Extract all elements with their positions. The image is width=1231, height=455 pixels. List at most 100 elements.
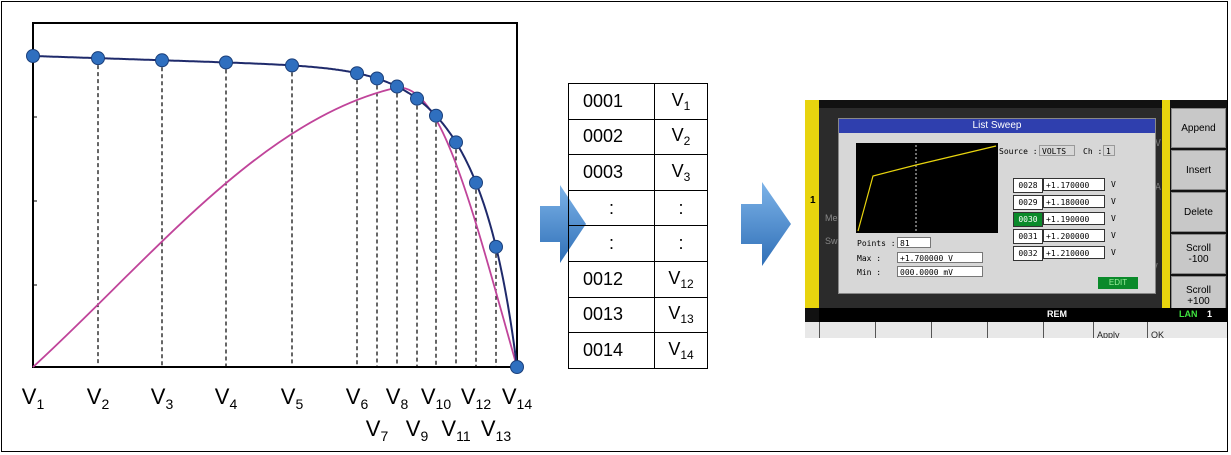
sweep-voltage-cell: V1 [654,83,708,120]
bg-sw-text: Sw [825,236,838,246]
sample-marker [429,108,443,123]
voltage-label: V3 [150,384,174,412]
table-row: 0002 V2 [568,118,708,156]
list-index[interactable]: 0028 [1013,178,1043,193]
voltage-label: V8 [385,384,409,412]
softkey-blank-4[interactable] [1043,322,1093,338]
voltage-label: V13 [480,416,512,444]
table-row: :: [568,189,708,227]
list-index[interactable]: 0030 [1013,212,1043,227]
points-label: Points : [857,239,896,248]
sample-marker [219,55,233,70]
softkey-ok[interactable]: OK [1147,322,1227,338]
channel-label: Ch : [1083,147,1103,156]
plot-y-ticks [33,116,37,286]
sweep-index-cell: 0001 [568,83,655,120]
voltage-label: V10 [420,384,452,412]
sweep-index-cell: 0012 [568,260,655,298]
edit-badge: EDIT [1098,277,1138,289]
sweep-index-table: 0001 V1 0002 V2 0003 V3::::0012 V12 0013 V13 0014… [568,83,708,369]
display-bezel-left [805,100,819,308]
softkey-blank-3[interactable] [987,322,1043,338]
plot-area [32,22,518,368]
sample-marker [91,51,105,66]
max-label: Max : [857,254,882,263]
sweep-index-cell: 0003 [568,154,655,191]
softkey-apply[interactable]: Apply [1093,322,1147,338]
sample-marker [449,135,463,150]
table-row: 0013 V13 [568,296,708,334]
voltage-label: V11 [441,416,471,444]
voltage-label: V7 [365,416,389,444]
max-field[interactable]: +1.700000 V [897,252,983,263]
points-field[interactable]: 81 [897,237,931,248]
channel-field[interactable]: 1 [1103,145,1115,156]
sample-marker [155,53,169,68]
voltage-label: V1 [21,384,45,412]
list-unit: V [1111,248,1116,257]
dialog-title: List Sweep [839,119,1155,133]
status-lan: LAN [1179,309,1198,319]
table-row: 0003 V3 [568,154,708,191]
table-row: 0001 V1 [568,83,708,120]
list-unit: V [1111,180,1116,189]
min-field[interactable]: 000.0000 mV [897,266,983,277]
softkey-blank-0[interactable] [819,322,875,338]
list-value-field[interactable]: +1.200000 [1043,229,1105,242]
sweep-index-cell: 0013 [568,296,655,334]
append-button[interactable]: Append [1171,108,1226,148]
table-row: :: [568,225,708,262]
voltage-label: V12 [460,384,492,412]
min-label: Min : [857,268,882,277]
softkey-blank-2[interactable] [931,322,987,338]
sample-marker [350,66,364,81]
status-bar: REM LAN 1 [819,308,1227,322]
list-unit: V [1111,214,1116,223]
sample-marker [390,79,404,94]
bg-me-text: Me [825,213,838,223]
sample-marker [285,58,299,73]
sweep-index-cell: 0014 [568,332,655,369]
insert-button[interactable]: Insert [1171,150,1226,190]
list-value-field[interactable]: +1.170000 [1043,178,1105,191]
display-bezel-right [1162,100,1170,308]
status-rem: REM [1047,309,1067,319]
voltage-label: V5 [280,384,304,412]
bottom-softkey-row [805,322,1227,338]
sample-marker [26,49,40,63]
sample-marker [510,360,524,374]
bg-channel-one: 1 [810,195,816,206]
softkey-blank-1[interactable] [875,322,931,338]
sweep-voltage-cell: V13 [654,296,708,334]
list-index[interactable]: 0029 [1013,195,1043,210]
voltage-label: V9 [405,416,429,444]
voltage-label: V2 [86,384,110,412]
arrow-right-icon [741,182,791,266]
scroll-minus-button[interactable]: Scroll -100 [1171,234,1226,274]
sweep-voltage-cell: : [654,225,708,262]
voltage-label: V14 [501,384,533,412]
voltage-label: V4 [214,384,238,412]
sweep-index-cell: : [568,225,655,262]
drop-lines [97,58,497,367]
table-row: 0014 V14 [568,332,708,369]
voltage-label: V6 [345,384,369,412]
sample-marker [489,239,503,254]
list-unit: V [1111,231,1116,240]
sweep-index-cell: : [568,189,655,227]
sweep-voltage-cell: : [654,189,708,227]
list-value-field[interactable]: +1.190000 [1043,212,1105,225]
sample-marker [410,91,424,106]
list-value-field[interactable]: +1.180000 [1043,195,1105,208]
list-index[interactable]: 0032 [1013,246,1043,261]
source-field[interactable]: VOLTS [1039,145,1075,156]
sample-markers [26,49,524,374]
list-index[interactable]: 0031 [1013,229,1043,244]
delete-button[interactable]: Delete [1171,192,1226,232]
sample-marker [370,71,384,86]
list-value-field[interactable]: +1.210000 [1043,246,1105,259]
sweep-preview-plot [856,143,998,233]
sweep-voltage-cell: V14 [654,332,708,369]
sweep-voltage-cell: V12 [654,260,708,298]
